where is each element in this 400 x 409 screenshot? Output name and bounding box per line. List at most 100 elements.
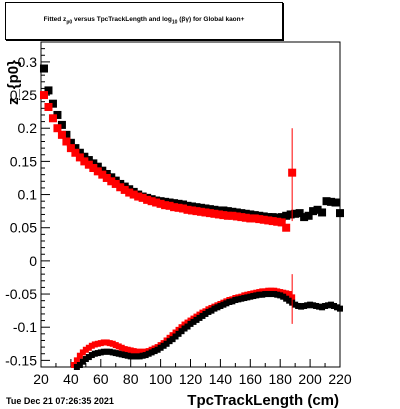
- y-tick-label: -0.15: [5, 352, 37, 368]
- data-point-red-upper: [161, 201, 170, 210]
- data-point-red-upper: [156, 199, 165, 208]
- y-tick-label: 0.3: [18, 54, 38, 70]
- data-point-red-upper: [273, 217, 282, 226]
- data-point-red-upper: [39, 91, 48, 100]
- data-point-black-upper: [336, 209, 344, 218]
- data-point-black-upper: [322, 197, 331, 206]
- data-point-black-upper: [331, 198, 340, 207]
- data-point-red-upper: [183, 205, 192, 214]
- data-point-red-upper: [228, 211, 237, 220]
- data-point-black-upper: [286, 210, 295, 219]
- data-point-red-upper: [241, 213, 250, 222]
- data-point-red-upper: [48, 114, 57, 123]
- data-point-red-upper: [102, 173, 111, 182]
- data-point-red-upper: [111, 179, 120, 188]
- data-point-red-upper: [201, 208, 210, 217]
- data-point-black-upper: [84, 156, 93, 165]
- data-point-red-upper: [89, 164, 98, 173]
- data-point-red-upper: [232, 212, 241, 221]
- data-point-black-upper: [66, 138, 75, 147]
- data-point-red-upper: [246, 214, 255, 223]
- data-point-red-upper: [53, 124, 62, 133]
- data-point-red-upper: [255, 215, 264, 224]
- data-point-red-upper: [205, 209, 214, 218]
- data-point-red-upper: [237, 213, 246, 222]
- data-point-red-upper: [165, 201, 174, 210]
- data-point-red-lower: [76, 352, 83, 359]
- data-point-red-upper: [57, 130, 66, 139]
- x-tick-label: 140: [209, 371, 233, 387]
- data-point-black-upper: [93, 162, 102, 171]
- y-tick-label: 0.1: [18, 187, 38, 203]
- data-point-red-upper: [187, 206, 196, 215]
- timestamp: Tue Dec 21 07:26:35 2021: [6, 396, 114, 406]
- data-point-black-upper: [71, 144, 80, 153]
- data-point-red-upper: [170, 203, 179, 212]
- data-point-red-upper: [125, 188, 134, 197]
- data-point-black-upper: [313, 205, 322, 214]
- data-point-red-upper: [93, 167, 102, 176]
- x-tick-label: 40: [63, 371, 79, 387]
- data-point-red-upper: [223, 211, 232, 220]
- data-point-red-upper: [98, 170, 107, 179]
- data-point-black-upper: [75, 148, 84, 157]
- data-point-red-upper: [107, 177, 116, 186]
- data-point-red-upper: [75, 153, 84, 162]
- data-point-red-upper: [143, 195, 152, 204]
- x-tick-label: 80: [123, 371, 139, 387]
- data-layer: [39, 64, 344, 370]
- data-point-black-upper: [318, 208, 327, 217]
- data-point-red-upper: [268, 217, 277, 226]
- x-tick-label: 120: [179, 371, 203, 387]
- x-axis-label: TpcTrackLength (cm): [187, 392, 339, 409]
- data-point-red-lower: [73, 357, 80, 364]
- data-point-black-upper: [282, 211, 291, 220]
- data-point-black-upper: [57, 120, 66, 129]
- data-point-red-upper: [120, 185, 129, 194]
- y-tick-label: 0: [29, 253, 37, 269]
- data-point-red-upper: [138, 193, 147, 202]
- x-tick-label: 200: [298, 371, 322, 387]
- data-point-red-upper: [116, 183, 125, 192]
- data-point-red-upper: [147, 197, 156, 206]
- data-point-black-upper: [309, 207, 318, 216]
- data-point-red-upper: [282, 223, 291, 232]
- chart-title-box: Fitted zp0 versus TpcTrackLength and log…: [5, 2, 283, 40]
- data-point-black-lower: [76, 362, 83, 369]
- data-point-black-upper: [44, 86, 53, 95]
- x-tick-label: 20: [33, 371, 49, 387]
- data-point-black-upper: [223, 207, 232, 216]
- data-point-red-upper: [134, 192, 143, 201]
- data-point-red-upper: [84, 160, 93, 169]
- data-point-black-upper: [295, 209, 304, 218]
- data-point-black-upper: [300, 213, 309, 222]
- data-point-red-upper: [44, 103, 53, 111]
- chart-title: Fitted zp0 versus TpcTrackLength and log…: [43, 16, 245, 26]
- data-point-red-upper: [179, 204, 188, 213]
- y-axis-label: z_{p0}: [5, 60, 22, 105]
- data-point-red-upper: [80, 157, 89, 166]
- data-point-black-upper: [48, 99, 57, 108]
- data-point-black-upper: [291, 209, 300, 218]
- data-point-red-upper: [264, 216, 273, 225]
- x-tick-label: 100: [149, 371, 173, 387]
- data-point-black-upper: [80, 152, 89, 161]
- data-point-red-upper: [210, 209, 219, 218]
- data-point-red-upper: [71, 148, 80, 157]
- data-point-red-upper: [277, 218, 286, 227]
- data-point-red-lower: [286, 291, 293, 298]
- x-tick-label: 60: [93, 371, 109, 387]
- data-point-red-upper: [62, 137, 71, 146]
- y-tick-label: -0.05: [5, 286, 37, 302]
- data-point-red-upper: [152, 198, 161, 207]
- data-point-black-upper: [327, 197, 336, 206]
- x-tick-label: 180: [269, 371, 293, 387]
- y-tick-label: 0.05: [10, 220, 37, 236]
- data-point-black-lower: [337, 305, 343, 312]
- axes-layer: 20 40 60 80 100 120 140 160 180 200 220 -0.15 -0.1 -0…: [5, 41, 352, 387]
- data-point-black-upper: [53, 110, 62, 119]
- data-point-black-upper: [89, 159, 98, 168]
- data-point-red-upper: [174, 203, 183, 212]
- data-point-black-upper: [304, 211, 313, 220]
